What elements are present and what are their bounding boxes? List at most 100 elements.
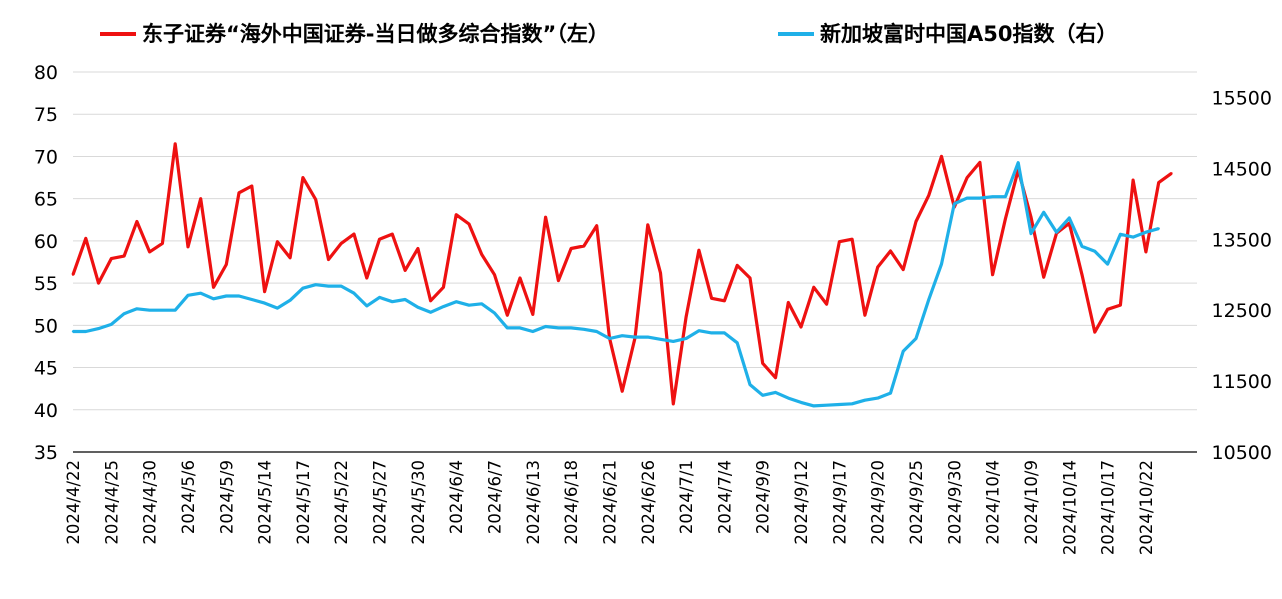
data-point xyxy=(1119,303,1122,307)
data-point xyxy=(646,335,649,339)
data-point xyxy=(569,247,573,250)
data-point xyxy=(1055,230,1058,234)
data-point xyxy=(889,391,892,395)
data-point xyxy=(914,337,918,340)
data-point xyxy=(838,403,841,406)
data-point xyxy=(544,325,547,328)
data-point xyxy=(391,300,394,303)
data-point xyxy=(135,307,139,310)
left-tick-label: 55 xyxy=(34,273,58,295)
data-point xyxy=(621,390,624,393)
data-point xyxy=(710,297,713,300)
data-point xyxy=(327,258,330,261)
x-tick-label: 2024/6/13 xyxy=(524,460,543,545)
data-point xyxy=(110,323,113,326)
x-tick-label: 2024/6/26 xyxy=(639,460,658,545)
data-point xyxy=(454,213,458,216)
data-point xyxy=(914,220,918,223)
data-point xyxy=(122,254,126,258)
data-point xyxy=(250,298,254,301)
data-point xyxy=(940,155,943,158)
data-point xyxy=(825,303,828,306)
right-tick-label: 10500 xyxy=(1212,442,1272,464)
data-point xyxy=(416,247,420,250)
data-point xyxy=(518,326,522,330)
data-point xyxy=(927,298,930,301)
legend: 东子证券“海外中国证券-当日做多综合指数”（左） 新加坡富时中国A50指数（右） xyxy=(100,22,1117,46)
data-point xyxy=(991,273,994,276)
left-tick-label: 50 xyxy=(34,315,58,337)
data-point xyxy=(199,197,202,200)
x-tick-label: 2024/5/9 xyxy=(217,460,236,534)
data-point xyxy=(761,362,764,365)
series-lines xyxy=(71,142,1173,408)
data-point xyxy=(1029,232,1033,235)
data-point xyxy=(902,350,905,353)
left-tick-label: 40 xyxy=(34,400,58,422)
data-point xyxy=(1170,172,1173,175)
data-point xyxy=(161,308,164,312)
data-point xyxy=(429,311,432,314)
data-point xyxy=(850,402,854,405)
data-point xyxy=(1131,178,1135,182)
data-point xyxy=(1144,230,1148,234)
x-tick-label: 2024/10/22 xyxy=(1137,460,1156,555)
data-point xyxy=(403,269,407,272)
x-tick-label: 2024/4/22 xyxy=(64,460,83,545)
left-tick-label: 65 xyxy=(34,189,58,211)
data-point xyxy=(225,263,228,266)
data-point xyxy=(352,291,356,295)
data-point xyxy=(748,383,752,386)
x-tick-label: 2024/5/30 xyxy=(409,460,428,545)
data-point xyxy=(173,142,177,145)
data-point xyxy=(122,312,126,315)
data-point xyxy=(493,273,496,276)
x-tick-label: 2024/5/22 xyxy=(332,460,351,545)
data-point xyxy=(148,308,151,312)
data-point xyxy=(659,338,662,341)
x-tick-label: 2024/6/7 xyxy=(486,460,505,534)
data-point xyxy=(889,249,892,253)
data-point xyxy=(288,256,292,259)
data-point xyxy=(148,250,151,254)
data-point xyxy=(684,337,688,340)
data-point xyxy=(186,294,190,297)
data-point xyxy=(608,337,611,340)
data-point xyxy=(467,304,471,307)
data-point xyxy=(927,194,930,197)
data-point xyxy=(991,195,994,198)
data-point xyxy=(825,404,828,407)
data-point xyxy=(212,286,215,289)
data-point xyxy=(1080,273,1084,276)
right-tick-label: 13500 xyxy=(1212,229,1272,251)
left-tick-label: 60 xyxy=(34,231,58,253)
x-tick-label: 2024/9/12 xyxy=(792,460,811,545)
data-point xyxy=(71,330,75,333)
data-point xyxy=(97,327,100,330)
data-point xyxy=(480,253,483,256)
data-point xyxy=(850,238,854,241)
data-point xyxy=(97,281,100,285)
data-point xyxy=(161,242,164,245)
data-point xyxy=(557,279,560,282)
data-point xyxy=(761,394,764,397)
data-point xyxy=(595,330,598,333)
data-point xyxy=(135,220,139,223)
x-tick-label: 2024/9/25 xyxy=(907,460,926,545)
right-tick-label: 15500 xyxy=(1212,87,1272,109)
data-point xyxy=(953,202,956,206)
x-tick-label: 2024/9/30 xyxy=(945,460,964,545)
x-tick-label: 2024/9/17 xyxy=(830,460,849,545)
data-point xyxy=(735,264,739,267)
data-point xyxy=(301,287,305,290)
data-point xyxy=(518,276,522,280)
x-tick-label: 2024/5/6 xyxy=(179,460,198,534)
legend-label-right-series: 新加坡富时中国A50指数（右） xyxy=(820,22,1117,46)
data-point xyxy=(263,301,266,305)
data-point xyxy=(672,402,675,406)
data-point xyxy=(212,297,215,301)
data-point xyxy=(429,299,432,303)
data-point xyxy=(314,283,317,286)
data-point xyxy=(84,237,87,240)
data-point xyxy=(506,314,509,317)
